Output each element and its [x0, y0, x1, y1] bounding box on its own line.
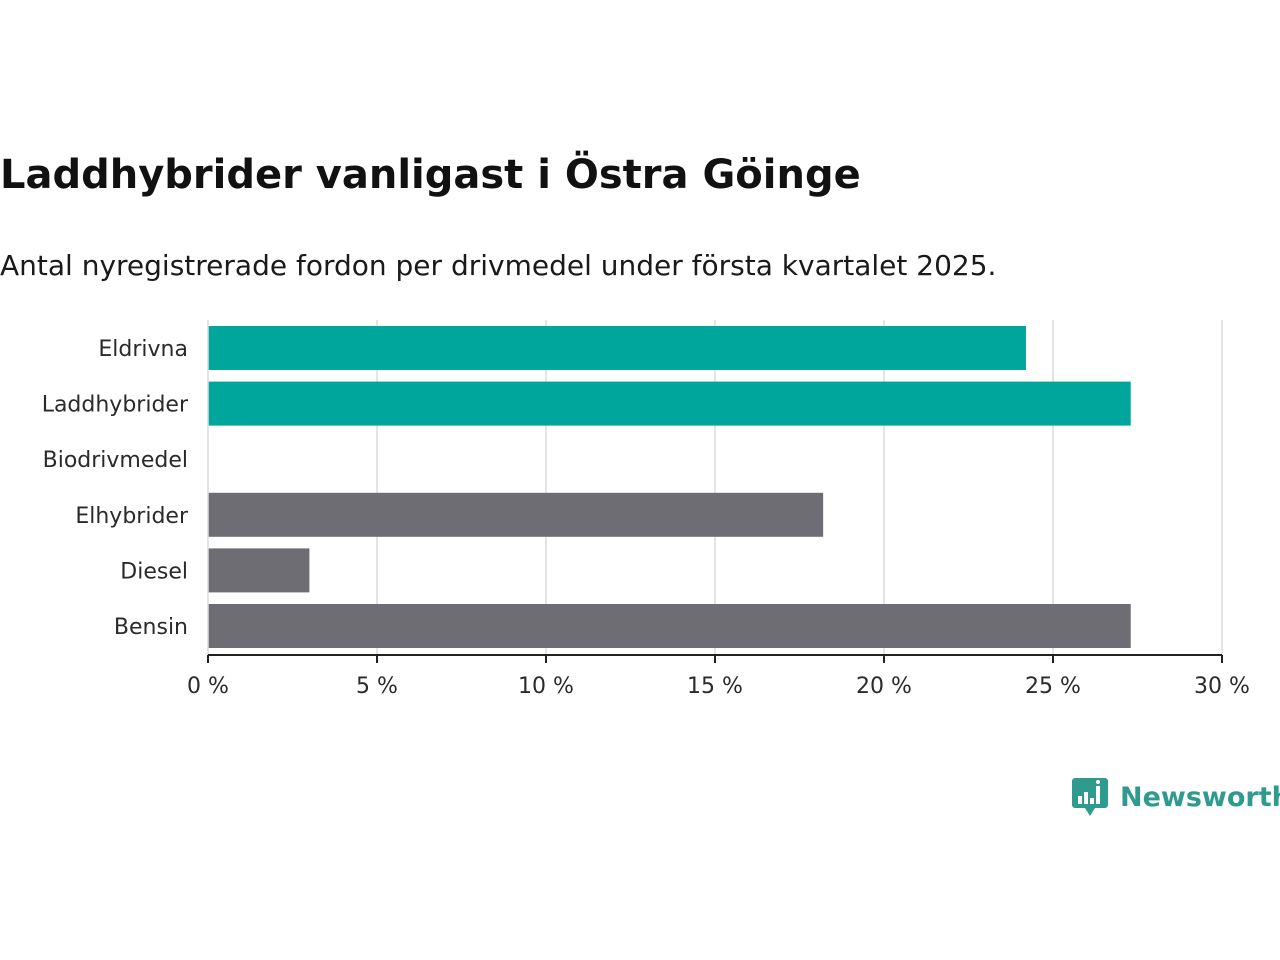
newsworthy-logo-icon	[1072, 778, 1108, 816]
category-label: Biodrivmedel	[43, 448, 188, 473]
bar-elhybrider	[208, 492, 824, 537]
x-tick-label: 25 %	[1025, 674, 1081, 699]
brand-name: Newsworthy	[1120, 781, 1280, 813]
chart-title: Laddhybrider vanligast i Östra Göinge	[0, 152, 861, 198]
chart-subtitle: Antal nyregistrerade fordon per drivmede…	[0, 249, 997, 282]
x-tick-label: 30 %	[1194, 674, 1250, 699]
x-tick-label: 0 %	[187, 674, 229, 699]
category-label: Eldrivna	[98, 337, 188, 362]
bar-chart: Eldrivna Laddhybrider Biodrivmedel Elhybrid…	[42, 320, 1250, 699]
x-tick-label: 15 %	[687, 674, 743, 699]
x-tick-label: 5 %	[356, 674, 398, 699]
category-label: Laddhybrider	[42, 393, 189, 418]
category-label: Elhybrider	[75, 504, 189, 529]
bar-diesel	[208, 548, 310, 593]
newsworthy-logo: Newsworthy	[1072, 776, 1280, 818]
bar-bensin	[208, 604, 1131, 648]
bar-laddhybrider	[208, 381, 1131, 426]
x-tick-label: 10 %	[518, 674, 574, 699]
category-label: Diesel	[120, 559, 188, 584]
x-tick-label: 20 %	[856, 674, 912, 699]
category-label: Bensin	[114, 615, 188, 640]
bar-eldrivna	[208, 326, 1026, 370]
